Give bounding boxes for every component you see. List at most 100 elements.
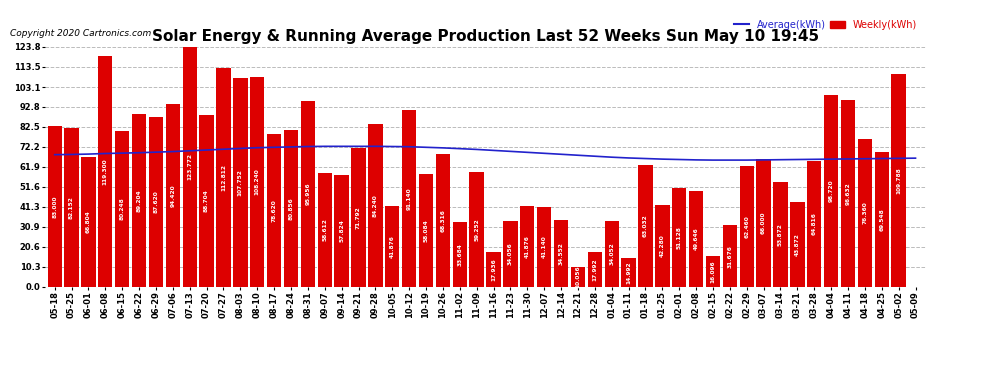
Bar bbox=[402, 110, 417, 287]
Text: 53.872: 53.872 bbox=[778, 223, 783, 246]
Bar bbox=[740, 166, 754, 287]
Text: 108.240: 108.240 bbox=[254, 169, 259, 195]
Text: 34.056: 34.056 bbox=[508, 243, 513, 265]
Text: 91.140: 91.140 bbox=[407, 187, 412, 210]
Text: 84.240: 84.240 bbox=[373, 194, 378, 217]
Bar bbox=[790, 202, 805, 287]
Bar bbox=[267, 135, 281, 287]
Bar bbox=[756, 159, 771, 287]
Text: 41.876: 41.876 bbox=[390, 235, 395, 258]
Bar bbox=[199, 115, 214, 287]
Text: 82.152: 82.152 bbox=[69, 196, 74, 219]
Bar bbox=[672, 188, 686, 287]
Text: 119.300: 119.300 bbox=[103, 158, 108, 184]
Bar bbox=[385, 206, 399, 287]
Text: 96.632: 96.632 bbox=[845, 182, 850, 205]
Bar bbox=[335, 175, 348, 287]
Text: 62.460: 62.460 bbox=[744, 215, 749, 238]
Text: 51.128: 51.128 bbox=[677, 226, 682, 249]
Text: 112.812: 112.812 bbox=[221, 164, 226, 191]
Bar bbox=[284, 130, 298, 287]
Text: 64.816: 64.816 bbox=[812, 213, 817, 236]
Bar bbox=[874, 152, 889, 287]
Text: 95.956: 95.956 bbox=[305, 183, 311, 205]
Bar bbox=[165, 104, 180, 287]
Text: 98.720: 98.720 bbox=[829, 180, 834, 203]
Bar bbox=[318, 173, 332, 287]
Text: 41.876: 41.876 bbox=[525, 235, 530, 258]
Text: 80.248: 80.248 bbox=[120, 198, 125, 220]
Bar bbox=[622, 258, 636, 287]
Bar bbox=[553, 220, 568, 287]
Text: 69.548: 69.548 bbox=[879, 208, 884, 231]
Text: 109.788: 109.788 bbox=[896, 167, 901, 194]
Text: 89.204: 89.204 bbox=[137, 189, 142, 212]
Text: 88.704: 88.704 bbox=[204, 189, 209, 212]
Bar bbox=[81, 158, 96, 287]
Bar bbox=[807, 161, 822, 287]
Text: 58.612: 58.612 bbox=[323, 219, 328, 242]
Text: 41.140: 41.140 bbox=[542, 236, 546, 258]
Bar bbox=[216, 68, 231, 287]
Bar bbox=[891, 74, 906, 287]
Text: 76.360: 76.360 bbox=[862, 201, 867, 224]
Text: 123.772: 123.772 bbox=[187, 153, 192, 180]
Bar bbox=[182, 47, 197, 287]
Bar bbox=[351, 148, 365, 287]
Bar bbox=[48, 126, 61, 287]
Text: 80.856: 80.856 bbox=[288, 197, 293, 220]
Text: 17.936: 17.936 bbox=[491, 258, 496, 281]
Bar bbox=[98, 56, 113, 287]
Text: 34.052: 34.052 bbox=[609, 243, 614, 265]
Bar bbox=[773, 183, 788, 287]
Text: 17.992: 17.992 bbox=[592, 258, 597, 281]
Bar bbox=[64, 128, 79, 287]
Text: 94.420: 94.420 bbox=[170, 184, 175, 207]
Text: 33.684: 33.684 bbox=[457, 243, 462, 266]
Bar bbox=[436, 154, 450, 287]
Text: 57.824: 57.824 bbox=[340, 219, 345, 242]
Text: 66.000: 66.000 bbox=[761, 211, 766, 234]
Bar bbox=[689, 190, 703, 287]
Text: 83.000: 83.000 bbox=[52, 195, 57, 217]
Bar bbox=[368, 124, 382, 287]
Bar bbox=[234, 78, 248, 287]
Bar bbox=[148, 117, 163, 287]
Text: 42.280: 42.280 bbox=[659, 234, 665, 257]
Text: 71.792: 71.792 bbox=[356, 206, 361, 229]
Bar bbox=[452, 222, 467, 287]
Text: 58.084: 58.084 bbox=[424, 219, 429, 242]
Bar bbox=[132, 114, 147, 287]
Text: 68.316: 68.316 bbox=[441, 209, 446, 232]
Bar bbox=[824, 96, 839, 287]
Bar bbox=[115, 131, 130, 287]
Bar bbox=[723, 225, 737, 287]
Bar bbox=[605, 221, 619, 287]
Bar bbox=[655, 205, 669, 287]
Bar bbox=[857, 139, 872, 287]
Title: Solar Energy & Running Average Production Last 52 Weeks Sun May 10 19:45: Solar Energy & Running Average Productio… bbox=[151, 29, 819, 44]
Text: 107.752: 107.752 bbox=[238, 169, 243, 196]
Text: 63.032: 63.032 bbox=[643, 214, 647, 237]
Text: 16.096: 16.096 bbox=[711, 260, 716, 283]
Bar bbox=[469, 172, 484, 287]
Bar bbox=[639, 165, 652, 287]
Bar bbox=[571, 267, 585, 287]
Text: 87.620: 87.620 bbox=[153, 190, 158, 213]
Text: 66.804: 66.804 bbox=[86, 211, 91, 234]
Bar bbox=[588, 252, 602, 287]
Bar bbox=[537, 207, 551, 287]
Text: 14.992: 14.992 bbox=[626, 261, 631, 284]
Bar bbox=[301, 101, 315, 287]
Text: 34.552: 34.552 bbox=[558, 242, 563, 265]
Bar bbox=[419, 174, 434, 287]
Bar bbox=[503, 221, 518, 287]
Text: 10.056: 10.056 bbox=[575, 266, 580, 288]
Bar bbox=[706, 256, 720, 287]
Legend: Average(kWh), Weekly(kWh): Average(kWh), Weekly(kWh) bbox=[731, 16, 921, 33]
Bar bbox=[520, 206, 535, 287]
Text: 59.252: 59.252 bbox=[474, 218, 479, 241]
Text: Copyright 2020 Cartronics.com: Copyright 2020 Cartronics.com bbox=[10, 28, 151, 38]
Text: 49.646: 49.646 bbox=[694, 227, 699, 250]
Text: 43.872: 43.872 bbox=[795, 233, 800, 256]
